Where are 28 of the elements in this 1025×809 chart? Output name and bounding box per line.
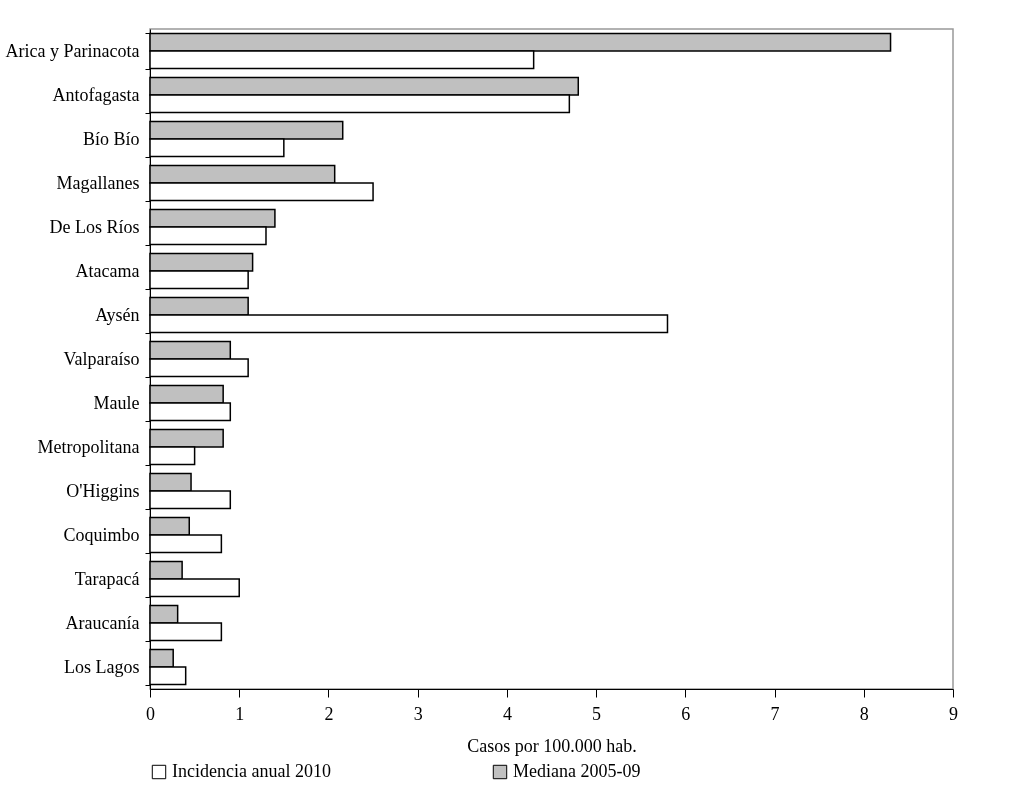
y-tick-label: Tarapacá [74,568,140,589]
y-tick-label: Arica y Parinacota [5,40,140,61]
x-tick-label: 0 [146,703,155,724]
y-tick-label: Atacama [75,260,140,281]
x-tick-label: 3 [413,703,423,724]
legend-label: Mediana 2005-09 [513,761,641,781]
y-tick-label: Bío Bío [82,128,140,149]
x-tick-label: 8 [859,703,869,724]
x-tick-label: 2 [324,703,334,724]
y-tick-label: De Los Ríos [49,216,140,237]
y-tick-label: Araucanía [65,612,140,633]
x-tick-label: 1 [235,703,245,724]
y-tick-label: Antofagasta [52,84,140,105]
y-tick-label: Aysén [95,304,140,325]
y-tick-label: Magallanes [56,172,140,193]
y-tick-label: Metropolitana [37,436,140,457]
y-tick-label: Los Lagos [64,656,140,677]
x-tick-label: 5 [592,703,602,724]
x-tick-label: 9 [949,703,958,724]
x-tick-label: 7 [770,703,780,724]
x-axis-title: Casos por 100.000 hab. [467,735,637,756]
y-tick-label: Coquimbo [63,524,140,545]
y-tick-label: O'Higgins [66,480,140,501]
legend-label: Incidencia anual 2010 [172,761,331,781]
x-tick-label: 4 [502,703,512,724]
x-tick-label: 6 [681,703,691,724]
y-tick-label: Valparaíso [63,348,140,369]
y-tick-label: Maule [93,392,140,413]
